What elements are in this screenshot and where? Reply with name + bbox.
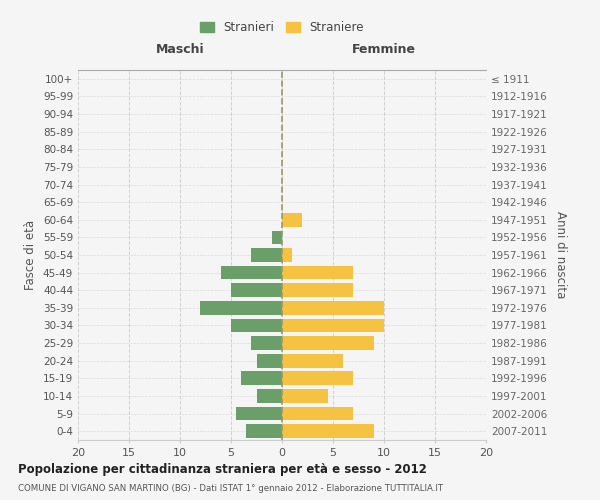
Bar — [246, 424, 282, 438]
Bar — [282, 424, 374, 438]
Bar — [282, 406, 353, 420]
Bar — [257, 389, 282, 403]
Bar — [257, 354, 282, 368]
Bar — [251, 336, 282, 350]
Bar — [282, 301, 384, 314]
Bar — [231, 284, 282, 297]
Bar — [282, 248, 292, 262]
Bar — [251, 248, 282, 262]
Text: Maschi: Maschi — [155, 43, 205, 56]
Text: Popolazione per cittadinanza straniera per età e sesso - 2012: Popolazione per cittadinanza straniera p… — [18, 462, 427, 475]
Bar — [200, 301, 282, 314]
Text: Femmine: Femmine — [352, 43, 416, 56]
Bar — [221, 266, 282, 280]
Legend: Stranieri, Straniere: Stranieri, Straniere — [195, 16, 369, 39]
Y-axis label: Anni di nascita: Anni di nascita — [554, 212, 567, 298]
Bar — [282, 284, 353, 297]
Bar — [282, 354, 343, 368]
Bar — [282, 266, 353, 280]
Bar — [282, 389, 328, 403]
Y-axis label: Fasce di età: Fasce di età — [25, 220, 37, 290]
Bar — [282, 372, 353, 385]
Bar — [282, 318, 384, 332]
Bar — [282, 336, 374, 350]
Bar — [272, 230, 282, 244]
Bar — [241, 372, 282, 385]
Bar — [231, 318, 282, 332]
Bar — [282, 213, 302, 226]
Bar — [236, 406, 282, 420]
Text: COMUNE DI VIGANO SAN MARTINO (BG) - Dati ISTAT 1° gennaio 2012 - Elaborazione TU: COMUNE DI VIGANO SAN MARTINO (BG) - Dati… — [18, 484, 443, 493]
